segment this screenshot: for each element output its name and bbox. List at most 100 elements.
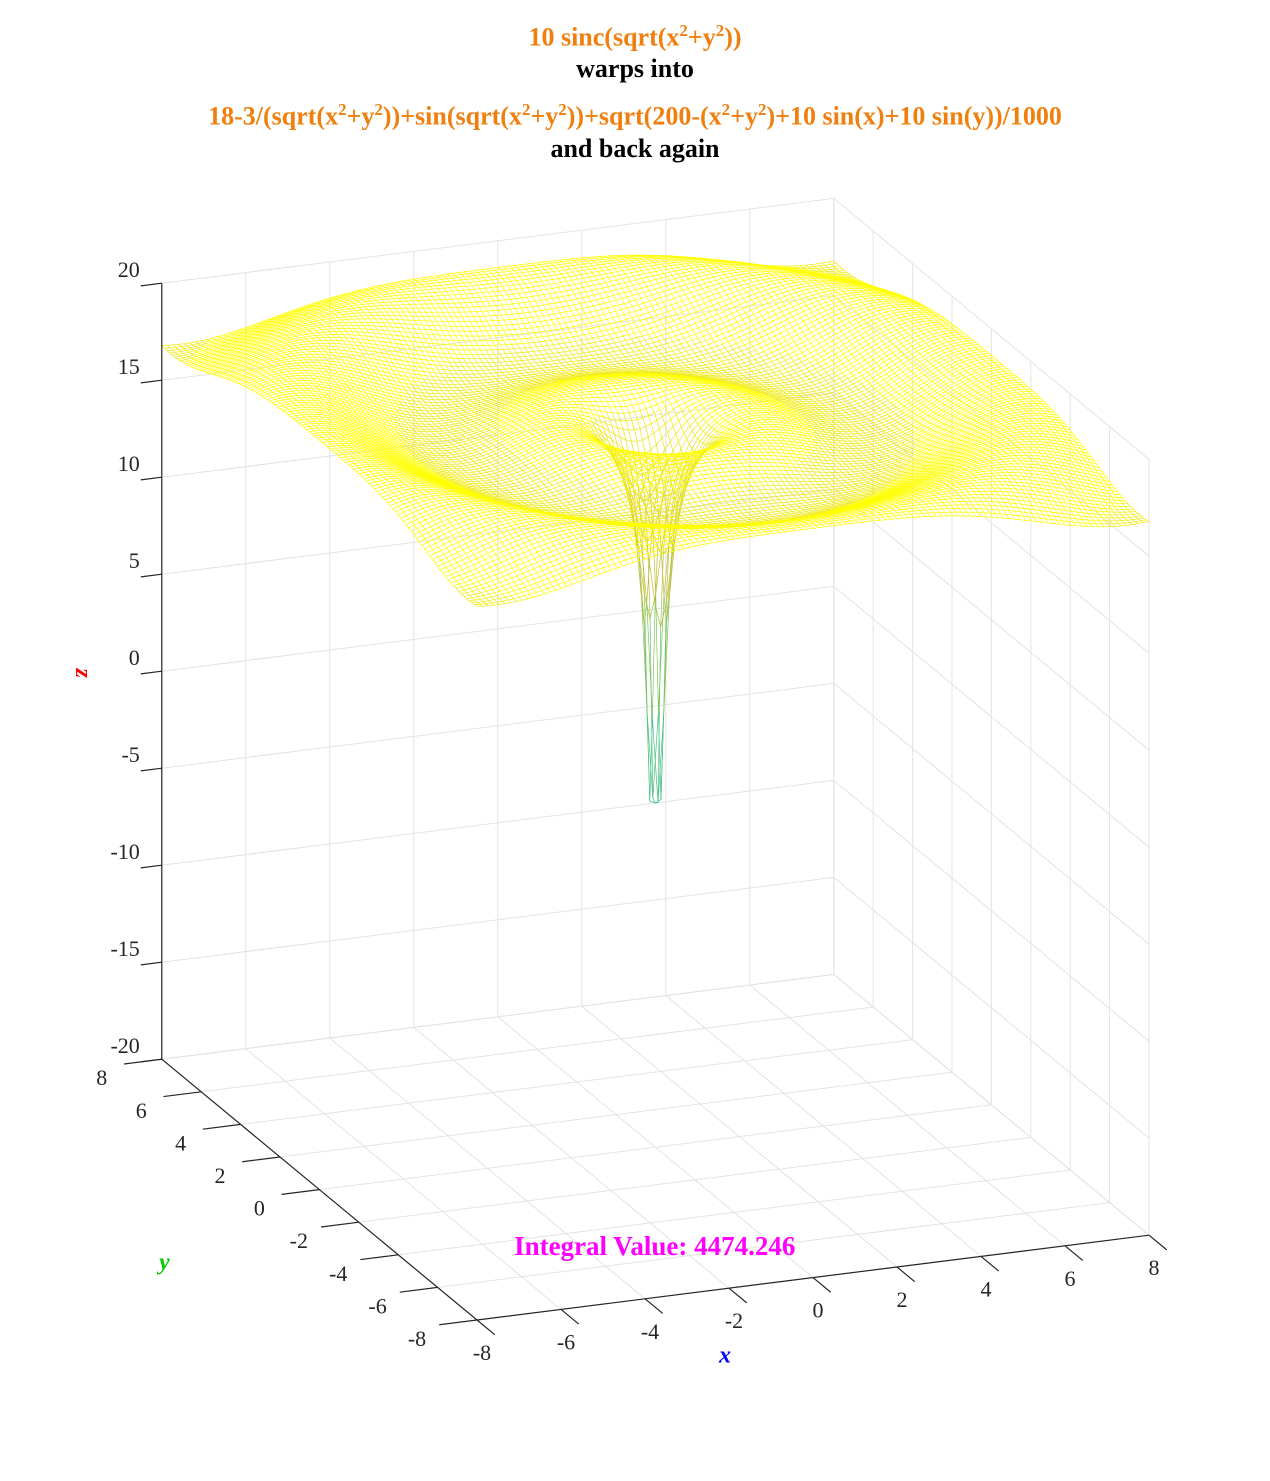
mesh-segment: [553, 259, 560, 262]
mesh-segment: [533, 264, 540, 266]
mesh-segment: [425, 320, 429, 326]
mesh-segment: [475, 270, 479, 273]
mesh-segment: [260, 361, 267, 365]
mesh-segment: [347, 307, 354, 310]
mesh-segment: [278, 352, 284, 355]
mesh-segment: [258, 326, 265, 330]
mesh-segment: [428, 307, 432, 313]
mesh-segment: [187, 364, 191, 367]
mesh-segment: [436, 321, 440, 326]
mesh-segment: [298, 336, 305, 339]
mesh-segment: [432, 277, 437, 281]
mesh-segment: [471, 284, 478, 287]
mesh-segment: [178, 349, 182, 352]
mesh-segment: [477, 284, 483, 286]
mesh-segment: [475, 269, 482, 271]
mesh-segment: [548, 324, 555, 326]
mesh-segment: [667, 263, 671, 266]
mesh-segment: [318, 332, 322, 336]
mesh-segment: [527, 271, 531, 276]
mesh-segment: [531, 336, 537, 339]
mesh-segment: [539, 270, 543, 274]
mesh-segment: [675, 269, 681, 272]
mesh-segment: [344, 310, 351, 313]
mesh-segment: [343, 322, 348, 326]
mesh-segment: [587, 316, 594, 319]
mesh-segment: [624, 273, 629, 278]
mesh-segment: [366, 315, 370, 320]
mesh-segment: [553, 343, 559, 346]
mesh-segment: [405, 340, 411, 342]
mesh-segment: [418, 354, 422, 360]
mesh-segment: [283, 357, 287, 360]
mesh-segment: [259, 388, 263, 391]
mesh-segment: [596, 287, 603, 290]
mesh-segment: [224, 343, 231, 347]
mesh-segment: [519, 268, 526, 271]
mesh-segment: [567, 265, 573, 267]
mesh-segment: [267, 386, 274, 390]
mesh-segment: [367, 302, 374, 305]
mesh-segment: [604, 292, 609, 298]
mesh-segment: [635, 287, 642, 290]
mesh-segment: [292, 348, 296, 351]
mesh-segment: [193, 361, 200, 364]
mesh-segment: [666, 275, 673, 278]
mesh-segment: [331, 302, 338, 305]
mesh-segment: [580, 291, 586, 294]
mesh-segment: [429, 371, 435, 374]
mesh-segment: [284, 378, 291, 380]
mesh-segment: [359, 297, 363, 300]
mesh-segment: [421, 289, 425, 294]
mesh-segment: [290, 368, 294, 372]
mesh-segment: [544, 349, 551, 351]
mesh-segment: [575, 274, 581, 276]
mesh-segment: [188, 351, 192, 354]
mesh-segment: [295, 311, 302, 315]
mesh-segment: [243, 343, 250, 347]
mesh-segment: [574, 282, 581, 285]
mesh-segment: [435, 356, 442, 358]
mesh-segment: [319, 351, 323, 355]
mesh-segment: [416, 280, 420, 283]
mesh-segment: [523, 302, 528, 308]
mesh-segment: [399, 339, 406, 341]
mesh-segment: [485, 288, 489, 293]
mesh-segment: [392, 298, 396, 302]
mesh-segment: [510, 280, 517, 282]
mesh-segment: [534, 300, 539, 306]
mesh-segment: [296, 306, 302, 310]
mesh-segment: [375, 311, 379, 316]
mesh-segment: [497, 271, 504, 274]
mesh-segment: [532, 285, 539, 288]
mesh-segment: [438, 276, 445, 278]
mesh-segment: [483, 345, 487, 351]
mesh-segment: [573, 314, 580, 317]
mesh-segment: [563, 277, 567, 282]
mesh-segment: [468, 349, 473, 355]
mesh-segment: [418, 354, 425, 356]
mesh-segment: [302, 324, 308, 327]
mesh-segment: [270, 388, 276, 391]
mesh-segment: [314, 306, 321, 310]
mesh-segment: [686, 268, 690, 272]
mesh-segment: [253, 323, 260, 327]
mesh-segment: [562, 316, 569, 319]
mesh-segment: [534, 310, 541, 312]
mesh-segment: [304, 364, 309, 368]
mesh-segment: [335, 325, 339, 329]
mesh-segment: [622, 263, 629, 265]
mesh-segment: [279, 312, 286, 316]
mesh-segment: [436, 330, 440, 336]
mesh-segment: [314, 309, 321, 313]
mesh-segment: [253, 326, 260, 330]
mesh-segment: [505, 273, 512, 276]
mesh-segment: [454, 286, 461, 288]
mesh-segment: [549, 275, 554, 280]
mesh-segment: [475, 311, 480, 317]
mesh-segment: [459, 311, 463, 317]
mesh-segment: [607, 286, 611, 292]
mesh-segment: [276, 377, 283, 380]
mesh-segment: [541, 345, 545, 351]
mesh-segment: [229, 351, 236, 355]
